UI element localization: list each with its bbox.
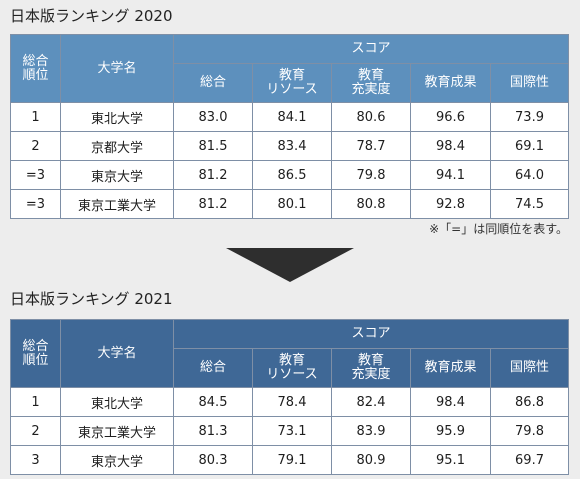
header-rank: 総合 順位 bbox=[10, 319, 61, 388]
table-row: 1 東北大学 84.5 78.4 82.4 98.4 86.8 bbox=[10, 387, 570, 417]
score-cell: 73.1 bbox=[252, 416, 332, 446]
header-university: 大学名 bbox=[60, 319, 174, 388]
score-cell: 80.9 bbox=[331, 445, 411, 475]
score-cell: 96.6 bbox=[410, 102, 491, 132]
rank-cell: =3 bbox=[10, 160, 61, 190]
score-cell: 84.1 bbox=[252, 102, 332, 132]
header-score-group: スコア bbox=[172, 34, 570, 64]
rank-cell: 2 bbox=[10, 416, 61, 446]
score-cell: 94.1 bbox=[410, 160, 491, 190]
score-cell: 86.8 bbox=[489, 387, 570, 417]
rank-cell: 2 bbox=[10, 131, 61, 161]
header-overall: 総合 bbox=[173, 63, 253, 103]
tie-rank-note: ※「=」は同順位を表す。 bbox=[429, 222, 568, 236]
header-university: 大学名 bbox=[60, 34, 174, 103]
score-cell: 95.1 bbox=[410, 445, 491, 475]
ranking-2021-title: 日本版ランキング 2021 bbox=[10, 290, 173, 308]
score-cell: 83.9 bbox=[331, 416, 411, 446]
header-rank: 総合 順位 bbox=[10, 34, 61, 103]
header-education-resources: 教育 リソース bbox=[252, 63, 332, 103]
score-cell: 83.4 bbox=[252, 131, 332, 161]
score-cell: 80.8 bbox=[331, 189, 411, 219]
score-cell: 79.1 bbox=[252, 445, 332, 475]
score-cell: 80.6 bbox=[331, 102, 411, 132]
rank-cell: 3 bbox=[10, 445, 61, 475]
header-education-resources: 教育 リソース bbox=[252, 348, 332, 388]
score-cell: 69.7 bbox=[489, 445, 570, 475]
score-cell: 79.8 bbox=[331, 160, 411, 190]
university-cell: 東京工業大学 bbox=[60, 416, 174, 446]
score-cell: 82.4 bbox=[331, 387, 411, 417]
score-cell: 81.3 bbox=[173, 416, 253, 446]
score-cell: 79.8 bbox=[489, 416, 570, 446]
ranking-2021-table: 総合 順位 大学名 スコア 総合 教育 リソース 教育 充実度 教育成果 国際性… bbox=[10, 319, 570, 475]
header-international: 国際性 bbox=[489, 63, 570, 103]
down-triangle-arrow-icon bbox=[226, 248, 354, 282]
score-cell: 78.7 bbox=[331, 131, 411, 161]
table-row: 3 東京大学 80.3 79.1 80.9 95.1 69.7 bbox=[10, 445, 570, 475]
score-cell: 80.3 bbox=[173, 445, 253, 475]
score-cell: 98.4 bbox=[410, 387, 491, 417]
ranking-2020-title: 日本版ランキング 2020 bbox=[10, 7, 173, 25]
header-score-group: スコア bbox=[172, 319, 570, 349]
header-education-outcomes: 教育成果 bbox=[410, 348, 491, 388]
ranking-2020-table: 総合 順位 大学名 スコア 総合 教育 リソース 教育 充実度 教育成果 国際性… bbox=[10, 34, 570, 219]
university-cell: 東京工業大学 bbox=[60, 189, 174, 219]
rank-cell: 1 bbox=[10, 387, 61, 417]
table-row: =3 東京工業大学 81.2 80.1 80.8 92.8 74.5 bbox=[10, 189, 570, 219]
score-cell: 64.0 bbox=[489, 160, 570, 190]
table-row: 1 東北大学 83.0 84.1 80.6 96.6 73.9 bbox=[10, 102, 570, 132]
university-cell: 東京大学 bbox=[60, 160, 174, 190]
score-cell: 83.0 bbox=[173, 102, 253, 132]
header-education-engagement: 教育 充実度 bbox=[331, 348, 411, 388]
score-cell: 81.2 bbox=[173, 160, 253, 190]
university-cell: 東北大学 bbox=[60, 102, 174, 132]
score-cell: 73.9 bbox=[489, 102, 570, 132]
score-cell: 74.5 bbox=[489, 189, 570, 219]
score-cell: 78.4 bbox=[252, 387, 332, 417]
score-cell: 84.5 bbox=[173, 387, 253, 417]
header-education-outcomes: 教育成果 bbox=[410, 63, 491, 103]
university-cell: 京都大学 bbox=[60, 131, 174, 161]
score-cell: 80.1 bbox=[252, 189, 332, 219]
score-cell: 81.5 bbox=[173, 131, 253, 161]
university-cell: 東京大学 bbox=[60, 445, 174, 475]
rank-cell: =3 bbox=[10, 189, 61, 219]
table-row: 2 京都大学 81.5 83.4 78.7 98.4 69.1 bbox=[10, 131, 570, 161]
score-cell: 69.1 bbox=[489, 131, 570, 161]
score-cell: 81.2 bbox=[173, 189, 253, 219]
score-cell: 95.9 bbox=[410, 416, 491, 446]
university-cell: 東北大学 bbox=[60, 387, 174, 417]
table-row: 2 東京工業大学 81.3 73.1 83.9 95.9 79.8 bbox=[10, 416, 570, 446]
header-international: 国際性 bbox=[489, 348, 570, 388]
header-overall: 総合 bbox=[173, 348, 253, 388]
table-row: =3 東京大学 81.2 86.5 79.8 94.1 64.0 bbox=[10, 160, 570, 190]
score-cell: 98.4 bbox=[410, 131, 491, 161]
score-cell: 92.8 bbox=[410, 189, 491, 219]
header-education-engagement: 教育 充実度 bbox=[331, 63, 411, 103]
score-cell: 86.5 bbox=[252, 160, 332, 190]
rank-cell: 1 bbox=[10, 102, 61, 132]
